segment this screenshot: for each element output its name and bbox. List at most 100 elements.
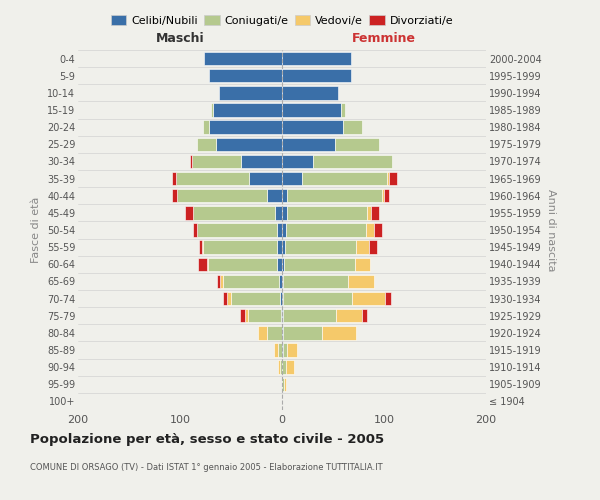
Bar xyxy=(281,309,282,322)
Bar xyxy=(205,52,282,66)
Bar xyxy=(277,224,282,236)
Y-axis label: Fasce di età: Fasce di età xyxy=(31,197,41,263)
Bar xyxy=(341,104,345,117)
Bar xyxy=(387,172,389,186)
Bar xyxy=(282,292,283,306)
Bar xyxy=(203,240,277,254)
Bar xyxy=(349,274,374,288)
Bar xyxy=(192,154,241,168)
Bar xyxy=(257,326,267,340)
Bar xyxy=(223,274,279,288)
Bar xyxy=(280,360,282,374)
Bar xyxy=(197,138,216,151)
Bar xyxy=(287,344,298,356)
Bar xyxy=(322,326,356,340)
Bar xyxy=(369,240,377,254)
Bar xyxy=(282,189,287,202)
Text: COMUNE DI ORSAGO (TV) - Dati ISTAT 1° gennaio 2005 - Elaborazione TUTTITALIA.IT: COMUNE DI ORSAGO (TV) - Dati ISTAT 1° ge… xyxy=(30,462,383,471)
Bar xyxy=(197,224,277,236)
Bar xyxy=(283,292,352,306)
Bar xyxy=(240,309,245,322)
Bar xyxy=(283,274,349,288)
Bar xyxy=(219,86,282,100)
Bar xyxy=(248,309,281,322)
Bar xyxy=(282,206,287,220)
Y-axis label: Anni di nascita: Anni di nascita xyxy=(545,188,556,271)
Bar xyxy=(371,206,379,220)
Bar xyxy=(367,206,371,220)
Bar xyxy=(282,344,283,356)
Bar xyxy=(282,69,352,82)
Bar xyxy=(216,138,282,151)
Bar xyxy=(362,309,367,322)
Bar xyxy=(283,326,322,340)
Bar xyxy=(279,274,282,288)
Bar xyxy=(209,69,282,82)
Bar xyxy=(202,240,203,254)
Bar xyxy=(172,172,176,186)
Bar xyxy=(199,258,206,271)
Bar xyxy=(250,172,282,186)
Bar xyxy=(278,360,280,374)
Bar xyxy=(203,120,209,134)
Bar xyxy=(212,104,282,117)
Bar xyxy=(282,138,335,151)
Bar xyxy=(282,378,284,391)
Bar xyxy=(282,274,283,288)
Bar xyxy=(282,104,341,117)
Bar xyxy=(220,274,223,288)
Bar xyxy=(343,120,362,134)
Bar xyxy=(223,292,227,306)
Bar xyxy=(282,258,284,271)
Bar xyxy=(282,172,302,186)
Bar xyxy=(283,344,287,356)
Bar xyxy=(277,258,282,271)
Text: Maschi: Maschi xyxy=(155,32,205,45)
Bar xyxy=(176,172,250,186)
Bar xyxy=(287,206,367,220)
Bar xyxy=(177,189,267,202)
Bar xyxy=(284,378,286,391)
Bar xyxy=(206,258,208,271)
Bar xyxy=(280,292,282,306)
Bar xyxy=(286,360,294,374)
Bar xyxy=(282,86,338,100)
Bar xyxy=(231,292,280,306)
Bar xyxy=(335,138,379,151)
Bar xyxy=(274,344,278,356)
Bar xyxy=(285,240,356,254)
Bar xyxy=(284,258,355,271)
Bar xyxy=(352,292,385,306)
Bar xyxy=(227,292,231,306)
Bar xyxy=(282,224,286,236)
Bar xyxy=(199,240,202,254)
Bar xyxy=(275,206,282,220)
Bar xyxy=(384,189,389,202)
Bar xyxy=(313,154,392,168)
Bar xyxy=(282,154,313,168)
Bar xyxy=(282,360,286,374)
Bar xyxy=(389,172,397,186)
Bar xyxy=(282,52,352,66)
Text: Popolazione per età, sesso e stato civile - 2005: Popolazione per età, sesso e stato civil… xyxy=(30,432,384,446)
Bar xyxy=(267,189,282,202)
Bar xyxy=(282,326,283,340)
Bar xyxy=(282,240,285,254)
Bar xyxy=(193,224,197,236)
Bar xyxy=(208,258,277,271)
Legend: Celibi/Nubili, Coniugati/e, Vedovi/e, Divorziati/e: Celibi/Nubili, Coniugati/e, Vedovi/e, Di… xyxy=(106,10,458,30)
Bar xyxy=(302,172,387,186)
Bar xyxy=(211,104,212,117)
Bar xyxy=(382,189,384,202)
Bar xyxy=(283,309,336,322)
Bar xyxy=(278,344,282,356)
Bar xyxy=(172,189,177,202)
Bar xyxy=(209,120,282,134)
Bar xyxy=(185,206,193,220)
Bar xyxy=(365,224,374,236)
Bar xyxy=(267,326,282,340)
Bar xyxy=(217,274,220,288)
Bar xyxy=(286,224,365,236)
Bar xyxy=(245,309,248,322)
Bar xyxy=(336,309,362,322)
